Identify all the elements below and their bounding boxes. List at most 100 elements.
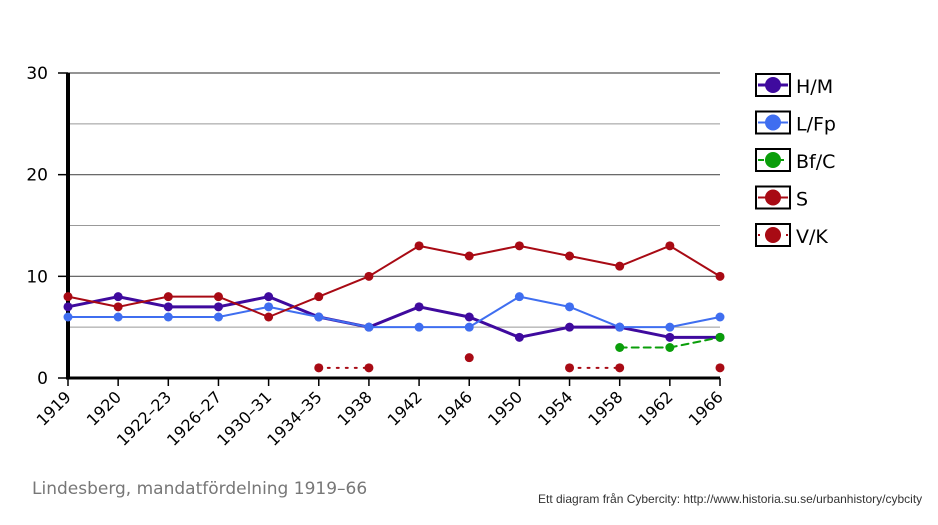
series-segment bbox=[518, 295, 571, 308]
series-segment bbox=[468, 295, 521, 329]
legend-item: H/M bbox=[755, 73, 833, 98]
series-segment bbox=[417, 305, 471, 319]
data-point bbox=[63, 302, 73, 312]
series-segment bbox=[216, 295, 271, 309]
data-point bbox=[264, 292, 274, 302]
series-segment bbox=[668, 244, 721, 278]
series-l-fp bbox=[63, 292, 725, 332]
x-tick-label: 1942 bbox=[384, 387, 426, 429]
grid-layer bbox=[68, 72, 720, 328]
series-segment bbox=[217, 305, 270, 318]
data-point bbox=[565, 251, 575, 261]
series-segment bbox=[517, 325, 572, 339]
data-point bbox=[213, 312, 223, 322]
legend-swatch-marker bbox=[765, 152, 781, 168]
data-point bbox=[715, 332, 725, 342]
series-segment bbox=[468, 244, 521, 257]
legend-swatch-marker bbox=[765, 227, 781, 243]
series-segment bbox=[418, 244, 471, 257]
data-point bbox=[464, 353, 474, 363]
series-segment bbox=[117, 295, 170, 308]
series-segment bbox=[317, 316, 370, 329]
legend-label: S bbox=[796, 189, 808, 211]
legend-label: L/Fp bbox=[796, 114, 836, 136]
x-tick-label: 1946 bbox=[434, 387, 476, 429]
x-tick-label: 1934–35 bbox=[263, 387, 325, 449]
legend-swatch-marker bbox=[765, 77, 781, 93]
legend-item: L/Fp bbox=[755, 110, 836, 136]
series-segment bbox=[518, 244, 571, 257]
data-point bbox=[665, 332, 675, 342]
data-point bbox=[163, 312, 173, 322]
legend-label: Bf/C bbox=[796, 151, 835, 173]
series-segment bbox=[668, 316, 721, 329]
legend-label: H/M bbox=[796, 76, 833, 98]
data-point bbox=[665, 343, 675, 352]
data-point bbox=[113, 302, 123, 312]
legend: H/M L/Fp Bf/C S V/K bbox=[755, 73, 836, 248]
data-point bbox=[113, 292, 123, 302]
x-tick-label: 1954 bbox=[534, 387, 576, 429]
data-point bbox=[615, 322, 625, 332]
y-tick-label: 30 bbox=[26, 64, 48, 84]
data-point bbox=[615, 363, 625, 373]
series-segment bbox=[618, 244, 671, 268]
data-point bbox=[364, 363, 374, 373]
data-point bbox=[63, 312, 73, 322]
data-point bbox=[565, 302, 575, 312]
y-tick-label: 20 bbox=[26, 166, 48, 186]
x-tick-label: 1950 bbox=[484, 387, 526, 429]
data-point bbox=[514, 332, 524, 342]
data-point bbox=[615, 261, 625, 271]
x-tick-label: 1962 bbox=[634, 387, 676, 429]
legend-label: V/K bbox=[796, 226, 828, 248]
data-point bbox=[314, 292, 324, 302]
data-point bbox=[163, 302, 173, 312]
data-point bbox=[213, 302, 223, 312]
legend-swatch-marker bbox=[765, 114, 781, 131]
series-v-k bbox=[314, 353, 725, 373]
legend-swatch-marker bbox=[765, 189, 781, 206]
data-point bbox=[565, 322, 575, 332]
legend-item: S bbox=[755, 185, 808, 211]
data-point bbox=[715, 363, 725, 373]
y-tick-label: 10 bbox=[26, 267, 48, 287]
data-point bbox=[314, 363, 324, 373]
chart-credit: Ett diagram från Cybercity: http://www.h… bbox=[538, 492, 922, 506]
data-point bbox=[414, 241, 424, 251]
data-point bbox=[213, 292, 223, 302]
data-point bbox=[264, 312, 274, 322]
data-point bbox=[715, 312, 725, 322]
data-point bbox=[264, 302, 274, 312]
data-point bbox=[113, 312, 123, 322]
data-point bbox=[464, 251, 474, 261]
data-point bbox=[514, 241, 524, 251]
data-point bbox=[364, 271, 374, 281]
series-layer bbox=[63, 241, 725, 373]
series-segment bbox=[367, 244, 421, 278]
data-point bbox=[314, 312, 324, 322]
series-segment bbox=[568, 255, 621, 268]
series-segment bbox=[67, 295, 120, 308]
data-point bbox=[464, 322, 474, 332]
y-tick-label: 0 bbox=[37, 369, 48, 389]
series-segment bbox=[217, 295, 270, 318]
data-point bbox=[615, 343, 625, 352]
series-segment bbox=[367, 305, 421, 329]
series-segment bbox=[267, 305, 320, 318]
series-segment bbox=[668, 336, 721, 349]
x-tick-label: 1958 bbox=[584, 387, 626, 429]
x-tick-label: 1938 bbox=[334, 387, 376, 429]
x-tick-label: 1920 bbox=[83, 387, 125, 429]
data-point bbox=[565, 363, 575, 373]
data-point bbox=[665, 322, 675, 332]
legend-item: Bf/C bbox=[755, 148, 835, 173]
data-point bbox=[414, 322, 424, 332]
x-tick-label: 1919 bbox=[33, 387, 75, 429]
data-point bbox=[364, 322, 374, 332]
data-point bbox=[715, 271, 725, 281]
series-segment bbox=[267, 295, 320, 318]
